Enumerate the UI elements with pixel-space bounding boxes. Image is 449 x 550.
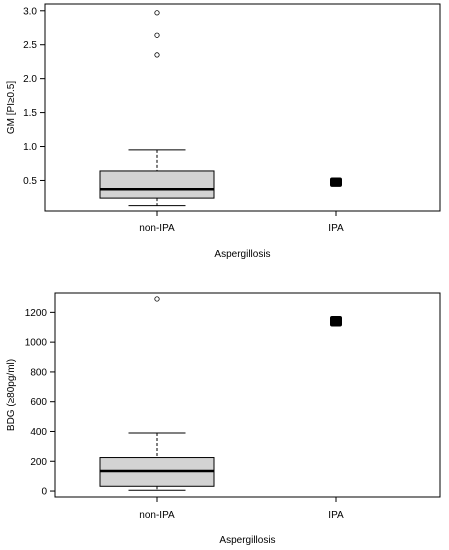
- x-axis-title: Aspergillosis: [219, 535, 275, 546]
- y-tick-label: 1200: [25, 308, 48, 319]
- outlier-point: [154, 32, 160, 38]
- chart-panel-1: 0.5 1.0 1.5 2.0 2.5 3.0 non-IPA IPA Aspergillosi…: [6, 3, 441, 260]
- y-tick-label: 1000: [25, 338, 48, 349]
- x-axis-title: Aspergillosis: [214, 249, 270, 260]
- x-tick-label: non-IPA: [139, 223, 175, 234]
- y-tick-label: 400: [30, 427, 47, 438]
- box-ipa: [330, 177, 342, 187]
- y-tick-label: 0.5: [23, 176, 37, 187]
- y-tick-label: 1.0: [23, 142, 37, 153]
- box-ipa: [330, 316, 342, 327]
- box-body: [99, 170, 215, 199]
- y-tick-label: 3.0: [23, 6, 37, 17]
- x-tick-label: IPA: [328, 510, 344, 521]
- y-tick-label: 1.5: [23, 108, 37, 119]
- outlier-point: [154, 10, 160, 16]
- chart-panel-2: 0 200 400 600 800 1000 1200 non-IPA IPA Aspergill…: [6, 292, 441, 546]
- plot-frame: [44, 3, 441, 212]
- y-tick-label: 200: [30, 457, 47, 468]
- outlier-point: [154, 296, 160, 302]
- y-tick-label: 2.5: [23, 40, 37, 51]
- box-body: [330, 177, 342, 187]
- box-body: [330, 316, 342, 327]
- y-tick-label: 0: [41, 487, 47, 498]
- box-non-ipa: [99, 10, 215, 207]
- y-axis-title: GM [PI≥0.5]: [6, 81, 17, 135]
- outlier-point: [154, 52, 160, 58]
- box-non-ipa: [99, 296, 215, 491]
- y-tick-label: 800: [30, 367, 47, 378]
- x-tick-label: IPA: [328, 223, 344, 234]
- x-tick-label: non-IPA: [139, 510, 175, 521]
- plot-frame: [54, 292, 441, 498]
- y-tick-label: 600: [30, 397, 47, 408]
- y-tick-label: 2.0: [23, 74, 37, 85]
- y-axis-title: BDG (≥80pg/ml): [6, 359, 17, 431]
